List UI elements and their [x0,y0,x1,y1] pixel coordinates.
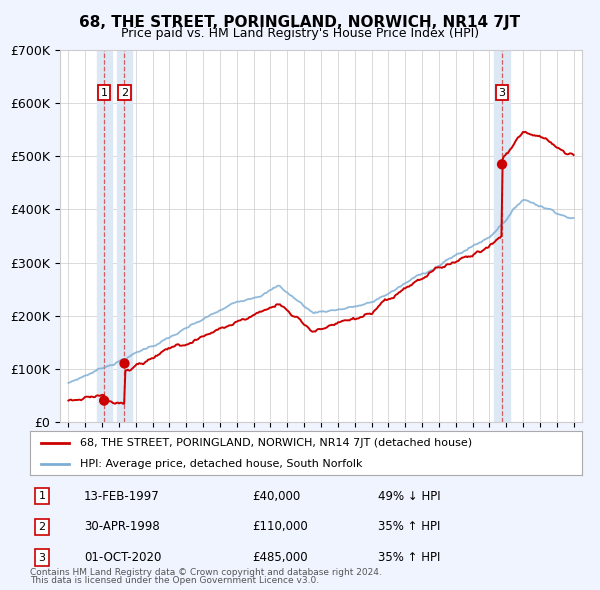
Bar [97,50,112,422]
Text: HPI: Average price, detached house, South Norfolk: HPI: Average price, detached house, Sout… [80,459,362,469]
Text: 1: 1 [101,88,107,97]
Text: 3: 3 [499,88,506,97]
Bar [117,50,132,422]
Text: 3: 3 [38,553,46,562]
Text: 30-APR-1998: 30-APR-1998 [84,520,160,533]
Point [100,396,109,405]
Text: £110,000: £110,000 [252,520,308,533]
Text: 49% ↓ HPI: 49% ↓ HPI [378,490,440,503]
Text: Price paid vs. HM Land Registry's House Price Index (HPI): Price paid vs. HM Land Registry's House … [121,27,479,40]
Text: 1: 1 [38,491,46,501]
Text: This data is licensed under the Open Government Licence v3.0.: This data is licensed under the Open Gov… [30,576,319,585]
Text: 35% ↑ HPI: 35% ↑ HPI [378,520,440,533]
Text: 35% ↑ HPI: 35% ↑ HPI [378,551,440,564]
Text: 01-OCT-2020: 01-OCT-2020 [84,551,161,564]
Text: 68, THE STREET, PORINGLAND, NORWICH, NR14 7JT: 68, THE STREET, PORINGLAND, NORWICH, NR1… [79,15,521,30]
Text: 2: 2 [121,88,128,97]
Text: 2: 2 [38,522,46,532]
Text: £40,000: £40,000 [252,490,300,503]
Point [119,359,129,368]
Bar [494,50,509,422]
Point [497,159,507,169]
Text: 68, THE STREET, PORINGLAND, NORWICH, NR14 7JT (detached house): 68, THE STREET, PORINGLAND, NORWICH, NR1… [80,438,472,448]
Text: £485,000: £485,000 [252,551,308,564]
Text: 13-FEB-1997: 13-FEB-1997 [84,490,160,503]
Text: Contains HM Land Registry data © Crown copyright and database right 2024.: Contains HM Land Registry data © Crown c… [30,568,382,577]
